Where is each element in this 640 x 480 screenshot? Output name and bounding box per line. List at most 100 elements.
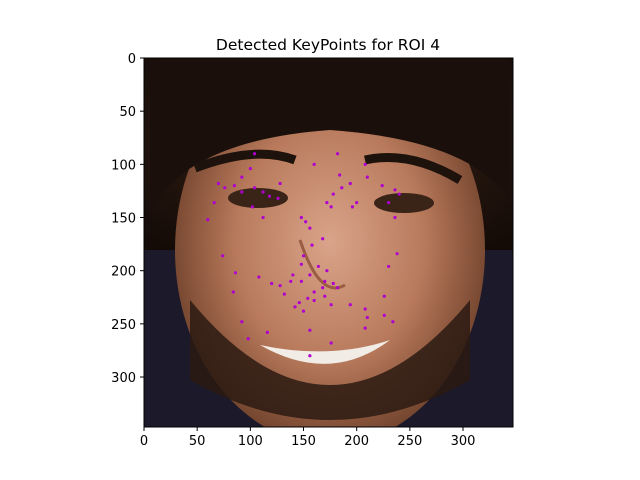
keypoint bbox=[395, 252, 399, 256]
keypoint bbox=[329, 205, 333, 209]
keypoint bbox=[265, 330, 269, 334]
face-photo bbox=[144, 58, 513, 427]
axes-frame bbox=[143, 57, 514, 428]
keypoint bbox=[206, 218, 210, 222]
keypoint bbox=[252, 152, 257, 156]
keypoint bbox=[257, 275, 261, 279]
keypoint bbox=[278, 283, 282, 288]
keypoint bbox=[301, 254, 306, 258]
keypoint bbox=[267, 194, 272, 198]
keypoint bbox=[304, 220, 308, 224]
chart-title: Detected KeyPoints for ROI 4 bbox=[216, 36, 440, 54]
keypoint bbox=[348, 181, 352, 186]
keypoint bbox=[308, 226, 312, 230]
x-tick-label: 0 bbox=[140, 434, 148, 449]
keypoint bbox=[301, 309, 306, 313]
keypoint bbox=[248, 166, 252, 171]
y-axis: 0 50 100 150 200 250 300 bbox=[111, 52, 144, 386]
x-tick-label: 250 bbox=[397, 434, 422, 449]
keypoint bbox=[365, 175, 369, 179]
keypoint bbox=[393, 215, 397, 220]
keypoint bbox=[325, 201, 329, 205]
keypoint bbox=[350, 205, 355, 209]
keypoint bbox=[321, 286, 325, 290]
keypoint bbox=[338, 173, 342, 177]
keypoint bbox=[308, 273, 312, 277]
keypoint bbox=[365, 315, 369, 320]
y-tick-label: 250 bbox=[111, 318, 136, 333]
keypoint bbox=[363, 162, 367, 166]
keypoint bbox=[261, 190, 265, 194]
keypoint bbox=[250, 205, 255, 209]
keypoint bbox=[348, 303, 352, 307]
keypoint bbox=[308, 328, 312, 332]
keypoint bbox=[246, 337, 250, 341]
keypoint bbox=[316, 264, 320, 269]
y-tick-label: 50 bbox=[119, 105, 136, 120]
keypoint bbox=[355, 201, 359, 205]
keypoint bbox=[363, 307, 367, 311]
keypoint bbox=[325, 269, 329, 273]
keypoint bbox=[223, 186, 227, 190]
x-tick-label: 100 bbox=[238, 434, 263, 449]
keypoint bbox=[323, 279, 327, 283]
keypoint bbox=[386, 264, 391, 269]
keypoint bbox=[297, 300, 301, 305]
x-tick-label: 150 bbox=[291, 434, 316, 449]
keypoint bbox=[363, 326, 367, 330]
keypoint bbox=[261, 215, 265, 220]
keypoint bbox=[335, 286, 340, 290]
y-tick-label: 150 bbox=[111, 212, 136, 227]
keypoint bbox=[240, 175, 244, 179]
keypoint bbox=[312, 298, 316, 303]
x-tick-label: 300 bbox=[451, 434, 476, 449]
y-tick-label: 200 bbox=[111, 265, 136, 280]
keypoint bbox=[308, 354, 312, 358]
keypoint bbox=[312, 162, 316, 166]
keypoint bbox=[397, 192, 401, 196]
keypoint bbox=[323, 294, 327, 298]
keypoint bbox=[393, 188, 397, 192]
keypoint bbox=[321, 237, 325, 241]
keypoint bbox=[380, 184, 384, 188]
keypoint bbox=[386, 201, 391, 205]
keypoint bbox=[299, 262, 303, 266]
y-tick-label: 0 bbox=[128, 52, 136, 67]
keypoint bbox=[240, 190, 244, 194]
keypoint bbox=[282, 292, 286, 296]
keypoint bbox=[291, 273, 295, 277]
keypoint bbox=[306, 296, 310, 300]
keypoint bbox=[289, 279, 293, 283]
keypoint bbox=[293, 305, 297, 309]
keypoint bbox=[299, 279, 303, 283]
keypoint bbox=[329, 341, 333, 345]
keypoint bbox=[232, 184, 236, 188]
x-tick-label: 50 bbox=[189, 434, 206, 449]
keypoint bbox=[221, 254, 225, 258]
keypoint bbox=[240, 320, 244, 324]
keypoint bbox=[278, 181, 282, 186]
keypoint bbox=[312, 290, 316, 294]
keypoint bbox=[382, 294, 386, 298]
y-tick-label: 300 bbox=[111, 371, 136, 386]
y-tick-label: 100 bbox=[111, 158, 136, 173]
keypoint bbox=[331, 192, 335, 196]
keypoints bbox=[206, 152, 401, 358]
keypoint bbox=[233, 271, 238, 275]
keypoint bbox=[270, 281, 274, 286]
keypoint bbox=[231, 290, 235, 294]
x-axis: 0 50 100 150 200 250 300 bbox=[140, 427, 476, 449]
keypoint bbox=[299, 215, 303, 220]
keypoint bbox=[329, 303, 333, 307]
keypoint bbox=[212, 201, 216, 205]
keypoint bbox=[391, 320, 395, 324]
keypoint bbox=[252, 186, 257, 190]
keypoint bbox=[331, 281, 335, 286]
keypoint bbox=[340, 186, 344, 190]
x-tick-label: 200 bbox=[344, 434, 369, 449]
keypoint bbox=[310, 243, 314, 247]
keypoint bbox=[216, 181, 221, 186]
keypoint bbox=[335, 152, 340, 156]
keypoint bbox=[276, 196, 280, 200]
